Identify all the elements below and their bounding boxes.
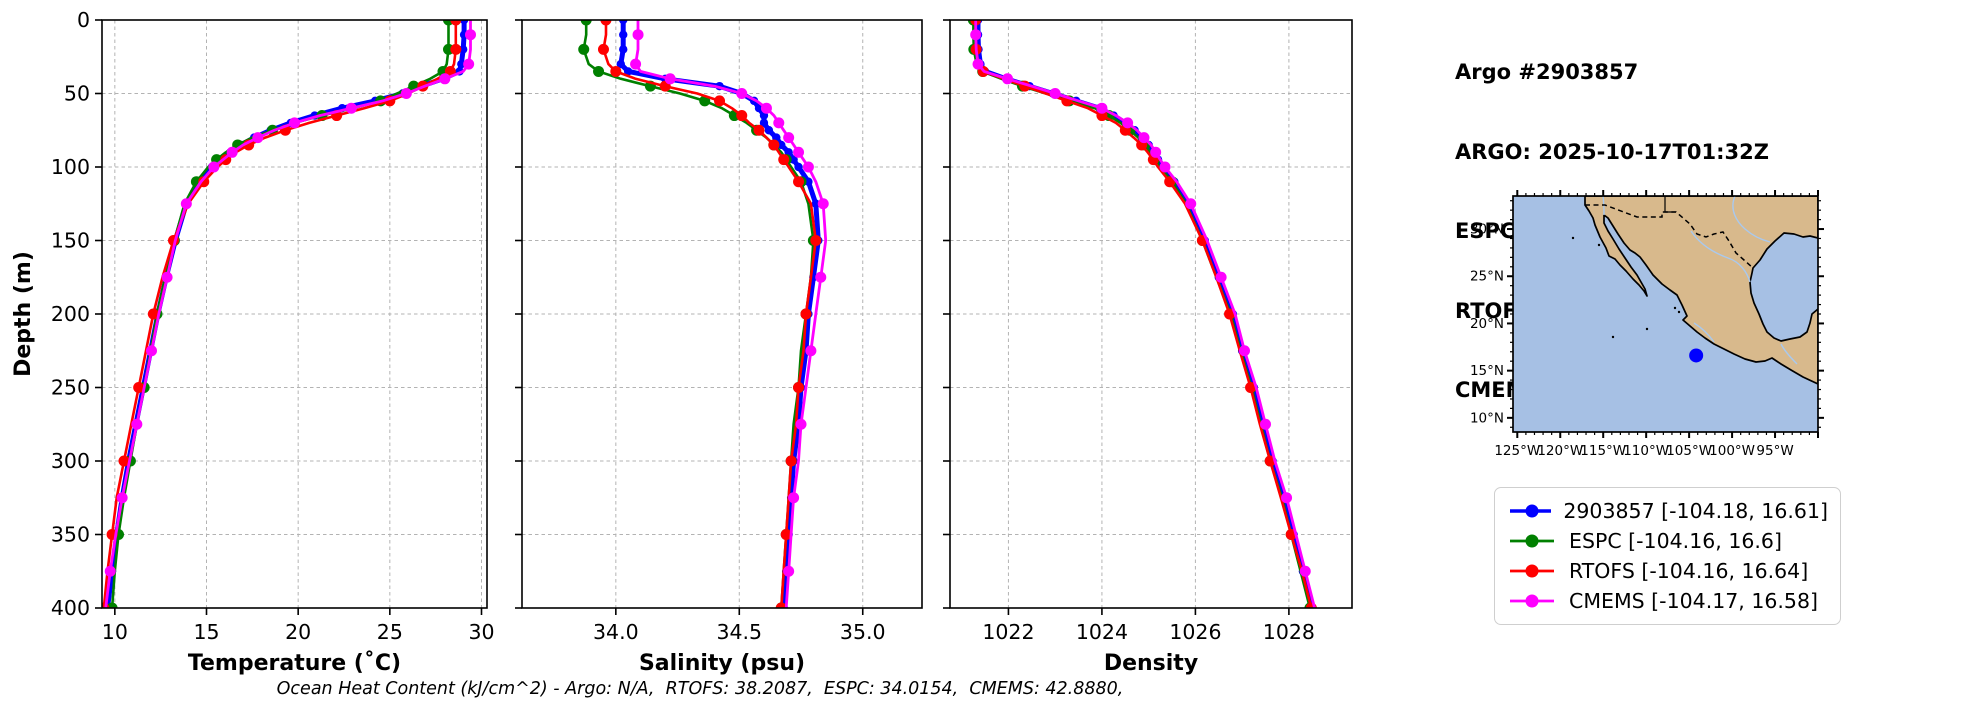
svg-text:15: 15	[193, 620, 219, 644]
axis-ticks	[95, 19, 483, 615]
ohc-caption: Ocean Heat Content (kJ/cm^2) - Argo: N/A…	[276, 679, 1124, 699]
svg-text:95°W: 95°W	[1756, 443, 1793, 459]
legend-line-marker	[1510, 564, 1554, 578]
svg-text:25°N: 25°N	[1470, 269, 1504, 285]
svg-text:1026: 1026	[1169, 620, 1221, 644]
x-axis-label: Temperature (˚C)	[188, 651, 401, 676]
svg-text:35.0: 35.0	[840, 620, 886, 644]
svg-text:50: 50	[64, 82, 90, 106]
gridlines	[522, 20, 922, 608]
svg-text:200: 200	[51, 302, 90, 326]
rivers	[1602, 196, 1798, 365]
panel-salinity-psu-: 34.0 34.5 35.0 Salinity (psu)	[515, 19, 923, 676]
series-CMEMS	[104, 20, 476, 608]
axis-tick-labels: 1022 1024 1026 1028	[982, 620, 1315, 644]
map-ticks	[1507, 190, 1824, 438]
profile-plots: 10 15 20 25 30050100150200250300350400Temper…	[11, 8, 1353, 676]
legend-item: 2903857 [-104.18, 16.61]	[1507, 496, 1828, 526]
svg-text:1022: 1022	[982, 620, 1034, 644]
axis-ticks	[943, 19, 1290, 615]
svg-text:100°W: 100°W	[1709, 443, 1755, 459]
gridlines	[102, 20, 487, 608]
state-border	[1664, 196, 1676, 213]
timestamp-line-argo: ARGO: 2025-10-17T01:32Z	[1455, 139, 1769, 164]
land-mexico-us	[1584, 196, 1818, 385]
legend-label: 2903857 [-104.18, 16.61]	[1563, 499, 1828, 523]
legend-line-marker	[1510, 534, 1554, 548]
svg-text:105°W: 105°W	[1666, 443, 1712, 459]
svg-text:150: 150	[51, 229, 90, 253]
legend-item: ESPC [-104.16, 16.6]	[1507, 526, 1828, 556]
float-title: Argo #2903857	[1455, 60, 1639, 84]
legend-label: ESPC [-104.16, 16.6]	[1569, 529, 1782, 553]
us-mexico-border	[1585, 204, 1754, 269]
svg-text:34.0: 34.0	[593, 620, 639, 644]
svg-text:1028: 1028	[1263, 620, 1315, 644]
x-axis-label: Density	[1104, 651, 1198, 676]
legend-item: CMEMS [-104.17, 16.58]	[1507, 586, 1828, 616]
svg-text:400: 400	[51, 596, 90, 620]
svg-text:1024: 1024	[1076, 620, 1128, 644]
y-axis-label: Depth (m)	[11, 251, 36, 377]
legend-item: RTOFS [-104.16, 16.64]	[1507, 556, 1828, 586]
svg-text:300: 300	[51, 449, 90, 473]
svg-text:125°W: 125°W	[1494, 443, 1540, 459]
series-CMEMS	[970, 20, 1316, 608]
legend-label: CMEMS [-104.17, 16.58]	[1569, 589, 1819, 613]
svg-text:34.5: 34.5	[716, 620, 762, 644]
svg-text:250: 250	[51, 376, 90, 400]
svg-text:20: 20	[285, 620, 311, 644]
legend-line-marker	[1510, 504, 1552, 518]
gridlines	[950, 20, 1352, 608]
series-CMEMS	[630, 20, 829, 608]
svg-text:110°W: 110°W	[1623, 443, 1669, 459]
axis-ticks	[515, 19, 864, 615]
float-position-marker	[1689, 348, 1704, 363]
legend-line-marker	[1510, 594, 1554, 608]
svg-text:25: 25	[377, 620, 403, 644]
axis-tick-labels: 34.0 34.5 35.0	[593, 620, 886, 644]
svg-text:0: 0	[77, 8, 90, 32]
svg-text:120°W: 120°W	[1537, 443, 1583, 459]
svg-text:10°N: 10°N	[1470, 410, 1504, 426]
svg-text:10: 10	[102, 620, 128, 644]
location-map-wrap: 125°W 120°W 115°W 110°W 105°W 100°W 95°W 30°N 25…	[1448, 184, 1848, 470]
svg-text:100: 100	[51, 155, 90, 179]
legend-label: RTOFS [-104.16, 16.64]	[1569, 559, 1809, 583]
svg-text:30°N: 30°N	[1470, 222, 1504, 238]
svg-text:350: 350	[51, 523, 90, 547]
svg-text:15°N: 15°N	[1470, 363, 1504, 379]
svg-text:115°W: 115°W	[1580, 443, 1626, 459]
svg-text:30: 30	[468, 620, 494, 644]
panel-temperature-c-: 10 15 20 25 30050100150200250300350400Temper…	[11, 8, 495, 676]
svg-text:20°N: 20°N	[1470, 316, 1504, 332]
panel-density: 1022 1024 1026 1028 Density	[943, 19, 1353, 676]
islands	[1571, 236, 1681, 339]
x-axis-label: Salinity (psu)	[639, 651, 805, 676]
legend: 2903857 [-104.18, 16.61] ESPC [-104.16, 1…	[1494, 487, 1841, 625]
